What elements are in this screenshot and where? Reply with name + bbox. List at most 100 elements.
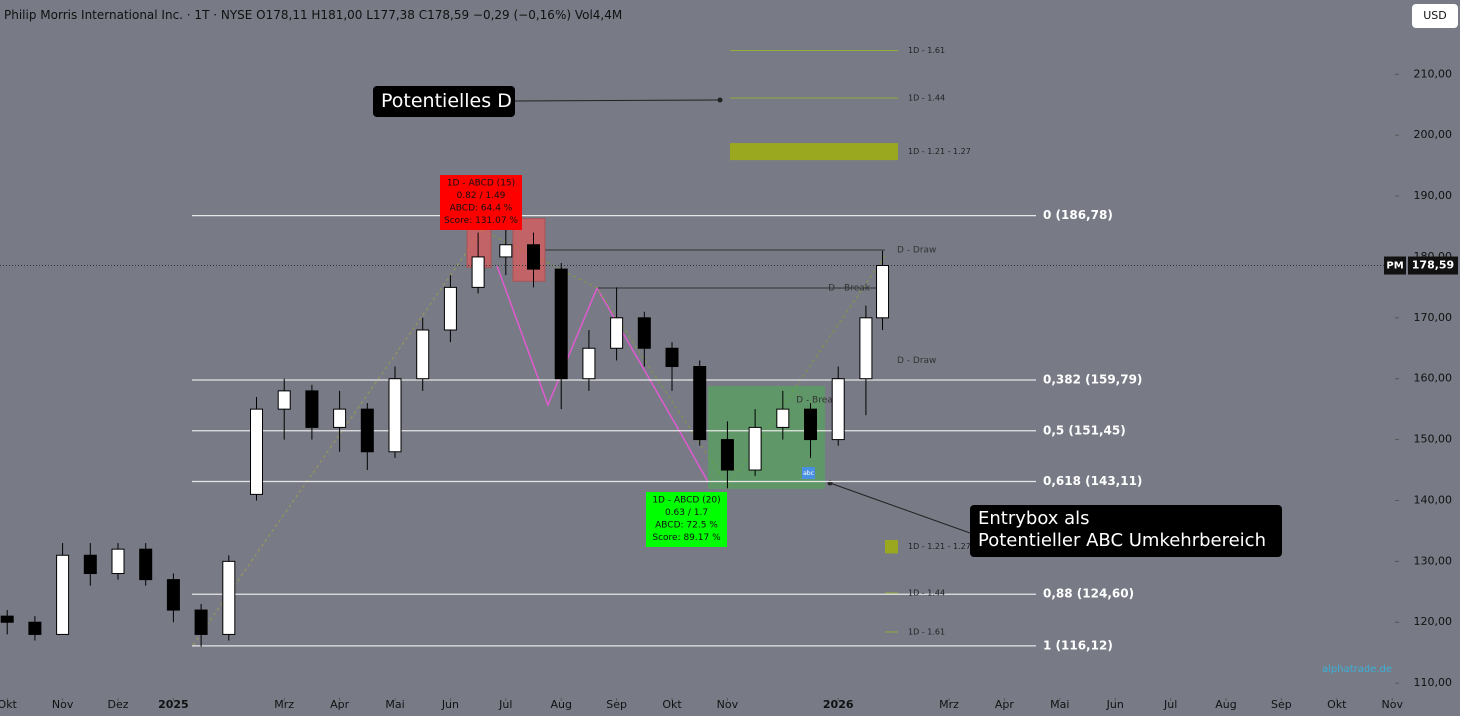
candle-body	[194, 609, 208, 635]
candle-body	[720, 439, 734, 471]
x-tick-label: Mai	[385, 698, 404, 711]
target-label: 1D - 1.61	[908, 627, 945, 636]
x-tick-label: Mrz	[274, 698, 294, 711]
currency-button[interactable]: USD	[1412, 4, 1458, 28]
candle-body	[56, 554, 70, 635]
callout-line	[829, 482, 971, 534]
x-tick-label: 2025	[158, 698, 189, 711]
callout-text: Entrybox als	[978, 508, 1090, 529]
entry-badge	[802, 467, 815, 479]
y-tick-label: 130,00	[1414, 554, 1453, 567]
pattern-dash	[481, 229, 886, 487]
x-tick-label: Okt	[1327, 698, 1347, 711]
y-tick-label: 210,00	[1414, 67, 1453, 80]
candle-body	[305, 390, 319, 428]
candle-body	[665, 347, 679, 368]
watermark: alphatrade.de	[1322, 664, 1393, 675]
x-tick-label: Aug	[550, 698, 571, 711]
x-tick-label: Jun	[1106, 698, 1124, 711]
pattern-text: 0.63 / 1.7	[665, 508, 708, 518]
target-box	[885, 540, 898, 554]
level-label: D - Break	[828, 283, 871, 293]
target-label: 1D - 1.21 - 1.27	[908, 147, 971, 156]
target-label: 1D - 1.61	[908, 46, 945, 55]
pattern-text: 1D - ABCD (15)	[447, 179, 515, 189]
candle-body	[388, 378, 402, 453]
x-tick-label: Okt	[0, 698, 18, 711]
target-label: 1D - 1.21 - 1.27	[908, 542, 971, 551]
candle-body	[28, 621, 42, 635]
x-tick-label: Sep	[1271, 698, 1292, 711]
last-price-box	[1408, 256, 1458, 275]
last-price-name: PM	[1386, 261, 1403, 272]
x-tick-label: 2026	[823, 698, 854, 711]
x-tick-label: Nov	[717, 698, 739, 711]
target-label: 1D - 1.44	[908, 94, 945, 103]
candle-body	[0, 615, 14, 623]
level-label: D - Draw	[897, 246, 936, 256]
candle-body	[83, 554, 97, 575]
pattern-text: ABCD: 72.5 %	[655, 521, 718, 531]
candle-body	[277, 390, 291, 410]
candle-body	[748, 426, 762, 471]
candle-body	[637, 317, 651, 349]
candle-body	[166, 579, 180, 611]
candle-body	[499, 244, 513, 258]
level-label: D - Draw	[897, 356, 936, 366]
candle-body	[804, 408, 818, 441]
last-price-label: 178,59	[1412, 259, 1454, 272]
candle-body	[139, 548, 153, 581]
entry-badge-label: abc	[803, 470, 814, 477]
x-tick-label: Aug	[1215, 698, 1236, 711]
callout-line	[514, 99, 721, 102]
y-tick-label: 200,00	[1414, 128, 1453, 141]
x-tick-label: Nov	[1381, 698, 1403, 711]
pattern-text: 0.82 / 1.49	[457, 191, 506, 201]
pattern-dash	[192, 229, 483, 646]
pattern-box	[440, 175, 522, 230]
candle-body	[250, 408, 264, 495]
level-label: D - Break	[796, 396, 839, 406]
target-label: 1D - 1.44	[908, 589, 945, 598]
candle-body	[693, 366, 707, 441]
y-tick-label: 150,00	[1414, 433, 1453, 446]
x-tick-label: Mrz	[939, 698, 959, 711]
pattern-lines	[192, 97, 971, 646]
x-tick-label: Jun	[441, 698, 459, 711]
callout-box	[970, 505, 1282, 557]
x-tick-label: Nov	[52, 698, 74, 711]
y-tick-label: 190,00	[1414, 189, 1453, 202]
pattern-text: 1D - ABCD (20)	[652, 496, 720, 506]
x-tick-label: Apr	[995, 698, 1015, 711]
candle-body	[471, 256, 485, 288]
candle-body	[610, 317, 624, 349]
x-tick-label: Sep	[606, 698, 627, 711]
x-tick-label: Jul	[1163, 698, 1177, 711]
candle-body	[876, 265, 890, 319]
fib-label: 0,5 (151,45)	[1043, 423, 1126, 437]
x-tick-label: Jul	[498, 698, 512, 711]
fib-label: 0,382 (159,79)	[1043, 372, 1142, 386]
candle-body	[333, 408, 347, 428]
candle-body	[360, 408, 374, 453]
candle-body	[776, 408, 790, 428]
callout-box	[373, 86, 515, 117]
fib-label: 0,618 (143,11)	[1043, 474, 1142, 488]
pattern-text: ABCD: 64.4 %	[450, 204, 513, 214]
x-tick-label: Mai	[1050, 698, 1069, 711]
candle-body	[554, 268, 568, 380]
y-tick-label: 110,00	[1414, 676, 1453, 689]
fib-label: 1 (116,12)	[1043, 638, 1113, 652]
candle-body	[582, 347, 596, 380]
candle-body	[416, 329, 430, 380]
callout-dot	[717, 97, 723, 103]
pattern-text: Score: 131.07 %	[444, 216, 518, 226]
candle-body	[527, 244, 541, 270]
x-tick-label: Okt	[662, 698, 682, 711]
x-tick-label: Dez	[107, 698, 128, 711]
symbol-header: Philip Morris International Inc. · 1T · …	[4, 8, 623, 22]
candle-body	[222, 560, 236, 635]
